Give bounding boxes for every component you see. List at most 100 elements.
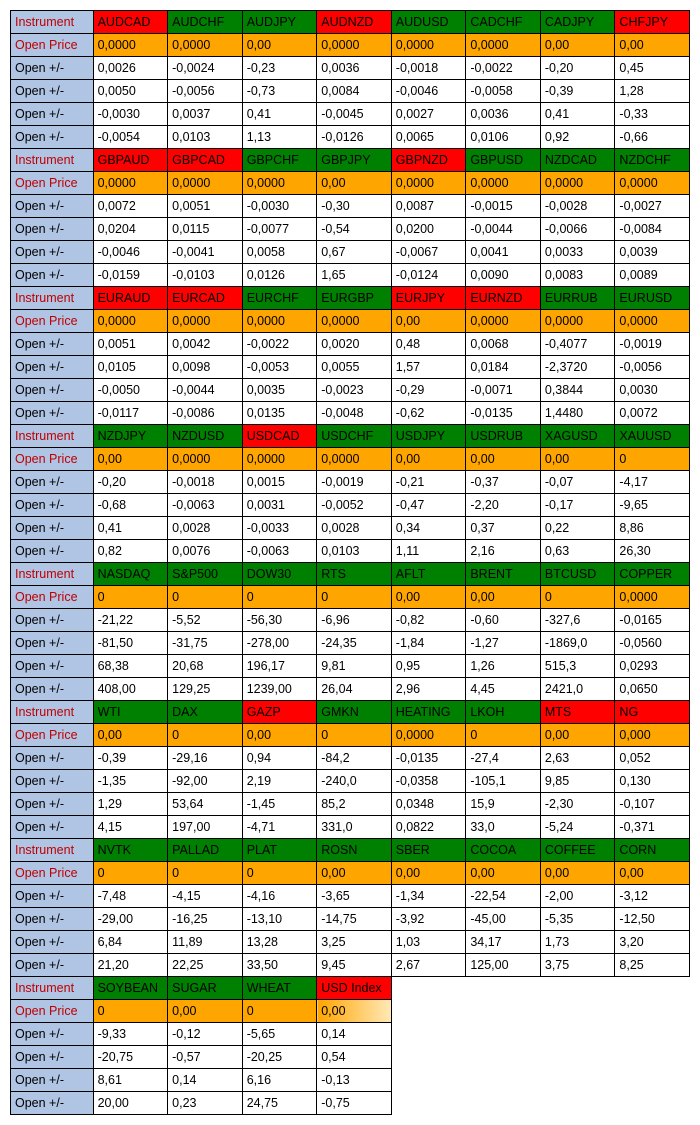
data-cell: -2,00	[540, 885, 615, 908]
data-cell: 0,0041	[466, 241, 541, 264]
instrument-header: CADCHF	[466, 11, 541, 34]
instrument-header: PLAT	[242, 839, 317, 862]
instrument-header: RTS	[317, 563, 392, 586]
data-cell: -0,0045	[317, 103, 392, 126]
data-cell: 33,0	[466, 816, 541, 839]
data-cell: -4,17	[615, 471, 690, 494]
instrument-header: WTI	[93, 701, 168, 724]
data-cell: 2,16	[466, 540, 541, 563]
open-pm-label: Open +/-	[11, 770, 94, 793]
data-cell: 2,19	[242, 770, 317, 793]
data-cell: -0,0023	[317, 379, 392, 402]
instrument-header: AUDUSD	[391, 11, 466, 34]
data-cell: 0,0822	[391, 816, 466, 839]
data-cell: -0,0052	[317, 494, 392, 517]
open-price-label: Open Price	[11, 310, 94, 333]
open-price-cell: 0	[615, 448, 690, 471]
data-cell: -0,0046	[391, 80, 466, 103]
data-cell: 0,0028	[168, 517, 243, 540]
data-cell: 0,0126	[242, 264, 317, 287]
open-price-cell: 0,0000	[168, 310, 243, 333]
data-cell: -1,27	[466, 632, 541, 655]
data-cell: 0,0020	[317, 333, 392, 356]
data-cell: -0,82	[391, 609, 466, 632]
data-cell: 0,0200	[391, 218, 466, 241]
data-cell: 1,13	[242, 126, 317, 149]
data-cell: 331,0	[317, 816, 392, 839]
open-price-cell: 0	[466, 724, 541, 747]
instrument-header: EURUSD	[615, 287, 690, 310]
data-cell: -0,0053	[242, 356, 317, 379]
data-cell: 0,41	[242, 103, 317, 126]
empty-cell	[540, 977, 615, 1000]
open-price-cell: 0,0000	[168, 34, 243, 57]
data-cell: 0,0084	[317, 80, 392, 103]
open-pm-label: Open +/-	[11, 333, 94, 356]
data-cell: -0,0165	[615, 609, 690, 632]
data-cell: 0,0650	[615, 678, 690, 701]
data-cell: -0,0058	[466, 80, 541, 103]
open-pm-label: Open +/-	[11, 356, 94, 379]
data-cell: 20,68	[168, 655, 243, 678]
open-pm-label: Open +/-	[11, 954, 94, 977]
data-cell: -92,00	[168, 770, 243, 793]
open-pm-label: Open +/-	[11, 632, 94, 655]
empty-cell	[391, 1023, 466, 1046]
empty-cell	[615, 1069, 690, 1092]
open-price-cell: 0,0000	[540, 310, 615, 333]
instrument-header: EURAUD	[93, 287, 168, 310]
instrument-header: COFFEE	[540, 839, 615, 862]
open-price-cell: 0,00	[93, 448, 168, 471]
data-cell: 1,03	[391, 931, 466, 954]
data-cell: 1,65	[317, 264, 392, 287]
data-cell: -0,21	[391, 471, 466, 494]
data-cell: 196,17	[242, 655, 317, 678]
open-price-cell: 0,00	[391, 310, 466, 333]
data-cell: 0,0028	[317, 517, 392, 540]
data-cell: 4,15	[93, 816, 168, 839]
data-cell: -0,0159	[93, 264, 168, 287]
data-cell: 33,50	[242, 954, 317, 977]
data-cell: -0,0084	[615, 218, 690, 241]
empty-cell	[615, 1000, 690, 1023]
open-pm-label: Open +/-	[11, 195, 94, 218]
instrument-header: NVTK	[93, 839, 168, 862]
data-cell: -20,25	[242, 1046, 317, 1069]
open-pm-label: Open +/-	[11, 908, 94, 931]
open-price-cell: 0,00	[615, 34, 690, 57]
data-cell: -2,20	[466, 494, 541, 517]
data-cell: 3,75	[540, 954, 615, 977]
data-cell: -27,4	[466, 747, 541, 770]
data-cell: -0,54	[317, 218, 392, 241]
data-cell: 0,0037	[168, 103, 243, 126]
open-price-cell: 0,0000	[317, 310, 392, 333]
instrument-header: EURGBP	[317, 287, 392, 310]
open-price-cell: 0,00	[242, 34, 317, 57]
data-cell: -29,00	[93, 908, 168, 931]
data-cell: 3,25	[317, 931, 392, 954]
data-cell: 1239,00	[242, 678, 317, 701]
data-cell: 8,61	[93, 1069, 168, 1092]
instrument-header: AUDJPY	[242, 11, 317, 34]
empty-cell	[466, 1092, 541, 1115]
empty-cell	[391, 1046, 466, 1069]
open-price-cell: 0	[168, 586, 243, 609]
open-price-cell: 0,0000	[466, 310, 541, 333]
open-price-cell: 0,00	[540, 724, 615, 747]
data-cell: 0,0042	[168, 333, 243, 356]
data-cell: 85,2	[317, 793, 392, 816]
instrument-header: NZDJPY	[93, 425, 168, 448]
data-cell: -0,57	[168, 1046, 243, 1069]
open-price-cell: 0,00	[540, 34, 615, 57]
data-cell: -14,75	[317, 908, 392, 931]
data-cell: 0,37	[466, 517, 541, 540]
data-cell: -5,35	[540, 908, 615, 931]
data-cell: -1,34	[391, 885, 466, 908]
data-cell: -0,0126	[317, 126, 392, 149]
data-cell: -0,29	[391, 379, 466, 402]
instrument-header: AFLT	[391, 563, 466, 586]
instrument-header: GMKN	[317, 701, 392, 724]
data-cell: 0,0065	[391, 126, 466, 149]
open-pm-label: Open +/-	[11, 241, 94, 264]
empty-cell	[540, 1023, 615, 1046]
